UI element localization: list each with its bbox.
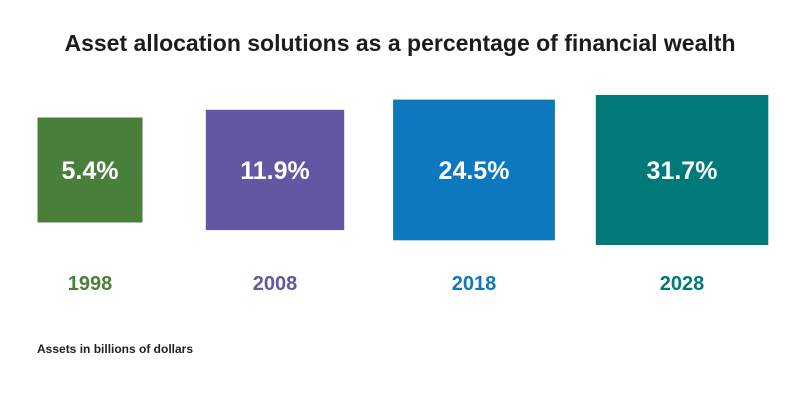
bar-2008: [205, 109, 345, 231]
value-label-1998: 5.4%: [62, 157, 119, 185]
value-label-2028: 31.7%: [647, 157, 718, 185]
bar-2028: [595, 95, 769, 245]
category-label-2008: 2008: [253, 273, 298, 295]
chart-footnote: Assets in billions of dollars: [37, 342, 194, 356]
value-label-2018: 24.5%: [439, 157, 510, 185]
bar-1998: [37, 117, 143, 223]
chart-title: Asset allocation solutions as a percenta…: [64, 30, 736, 56]
value-label-2008: 11.9%: [240, 157, 310, 185]
category-label-2028: 2028: [660, 273, 705, 295]
category-label-2018: 2018: [452, 273, 497, 295]
bar-2018: [393, 99, 555, 241]
category-label-1998: 1998: [68, 273, 113, 295]
